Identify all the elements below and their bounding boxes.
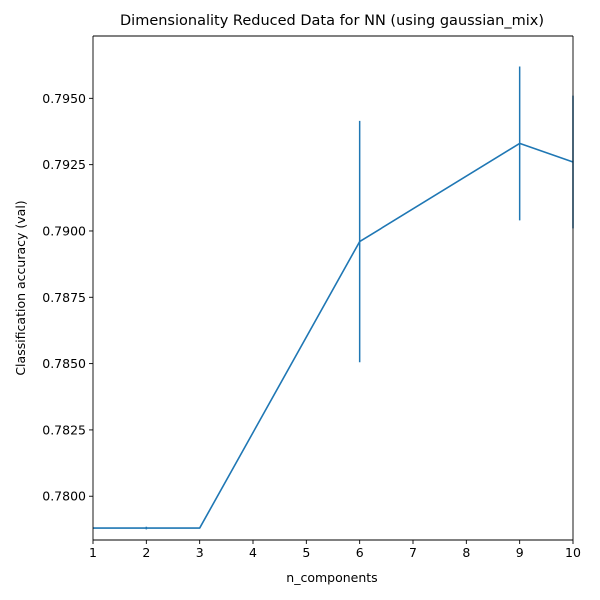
x-tick-label: 10 — [565, 545, 581, 560]
x-axis-title: n_components — [286, 570, 377, 585]
x-tick-label: 1 — [89, 545, 97, 560]
y-tick-label: 0.7875 — [42, 290, 86, 305]
y-tick-label: 0.7900 — [42, 223, 86, 238]
x-tick-label: 3 — [196, 545, 204, 560]
x-tick-label: 5 — [302, 545, 310, 560]
x-tick-label: 6 — [356, 545, 364, 560]
chart-title: Dimensionality Reduced Data for NN (usin… — [120, 13, 544, 29]
axes-layer: 1 2 3 4 5 6 7 8 9 10 0.7800 0.7825 0.7850 0.7875 0.790… — [42, 35, 581, 560]
y-axis-title: Classification accuracy (val) — [13, 200, 28, 375]
x-tick-label: 8 — [462, 545, 470, 560]
x-tick-label: 7 — [409, 545, 417, 560]
series-line — [93, 142, 574, 529]
y-tick-label: 0.7800 — [42, 489, 86, 504]
y-tick-label: 0.7825 — [42, 422, 86, 437]
x-tick-label: 4 — [249, 545, 257, 560]
y-tick-label: 0.7925 — [42, 157, 86, 172]
y-tick-label: 0.7950 — [42, 91, 86, 106]
y-tick-label: 0.7850 — [42, 356, 86, 371]
x-tick-label: 2 — [142, 545, 150, 560]
x-tick-label: 9 — [516, 545, 524, 560]
